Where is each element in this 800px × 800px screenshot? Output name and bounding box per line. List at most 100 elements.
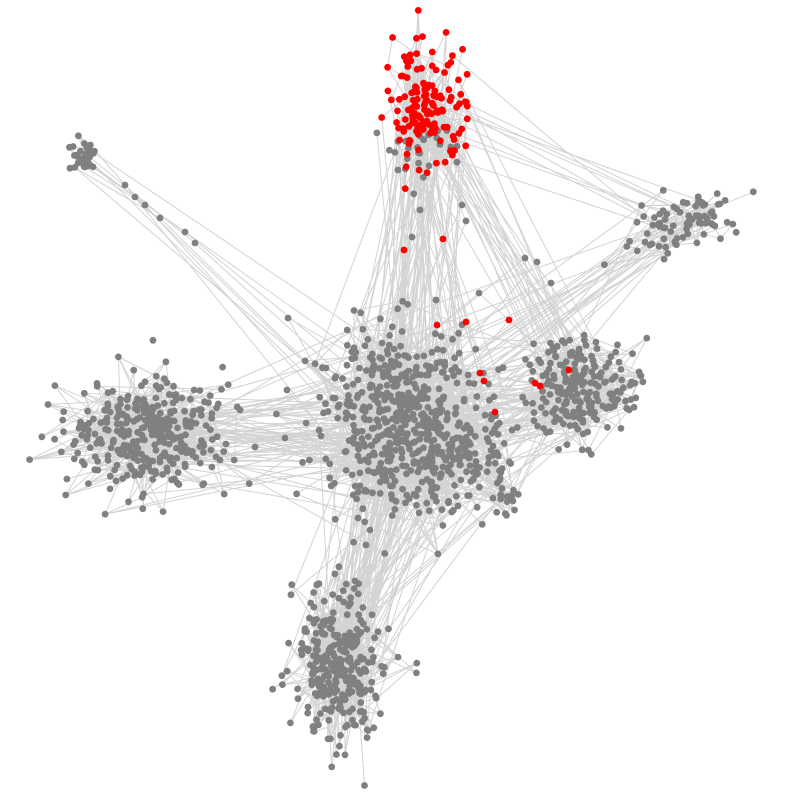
graph-edge bbox=[342, 388, 560, 695]
graph-node bbox=[343, 611, 351, 619]
graph-node bbox=[539, 387, 546, 395]
graph-node bbox=[639, 378, 647, 386]
highlighted-node bbox=[433, 159, 440, 167]
graph-node bbox=[454, 455, 462, 463]
graph-node bbox=[567, 352, 574, 359]
highlighted-node bbox=[400, 246, 408, 254]
graph-node bbox=[420, 352, 428, 360]
graph-node bbox=[594, 397, 602, 405]
graph-node bbox=[368, 611, 376, 619]
graph-node bbox=[361, 782, 368, 789]
graph-node bbox=[125, 498, 132, 506]
highlighted-node bbox=[413, 65, 421, 73]
graph-node bbox=[334, 403, 342, 411]
graph-node bbox=[160, 399, 168, 407]
graph-node bbox=[376, 490, 384, 497]
graph-node bbox=[314, 638, 322, 646]
graph-node bbox=[115, 353, 122, 361]
graph-edge bbox=[89, 156, 196, 244]
graph-node bbox=[422, 430, 430, 437]
graph-edge bbox=[315, 498, 502, 656]
highlighted-node bbox=[389, 34, 396, 41]
graph-node bbox=[302, 419, 310, 427]
graph-node bbox=[469, 475, 477, 483]
graph-edge bbox=[322, 264, 605, 369]
graph-node bbox=[561, 339, 568, 347]
highlighted-node bbox=[433, 107, 441, 115]
graph-node bbox=[615, 358, 623, 366]
graph-node bbox=[331, 570, 339, 578]
graph-node bbox=[368, 678, 376, 686]
graph-node bbox=[391, 149, 399, 156]
graph-node bbox=[420, 136, 427, 143]
graph-node bbox=[346, 629, 354, 637]
graph-node bbox=[394, 653, 402, 661]
graph-node bbox=[721, 197, 729, 204]
highlighted-node bbox=[423, 169, 431, 177]
highlighted-node bbox=[463, 70, 471, 78]
graph-node bbox=[713, 190, 721, 198]
highlighted-node bbox=[420, 101, 428, 109]
highlighted-node bbox=[396, 95, 403, 103]
graph-node bbox=[392, 446, 399, 454]
graph-node bbox=[382, 477, 390, 485]
graph-node bbox=[415, 509, 423, 517]
graph-node bbox=[359, 604, 367, 611]
graph-node bbox=[386, 146, 393, 154]
graph-node bbox=[466, 429, 474, 436]
graph-node bbox=[279, 681, 286, 688]
graph-node bbox=[136, 414, 144, 421]
graph-edge bbox=[460, 94, 585, 373]
graph-node bbox=[365, 433, 372, 440]
graph-node bbox=[630, 403, 638, 411]
highlighted-node bbox=[393, 119, 400, 126]
graph-node bbox=[394, 439, 402, 447]
graph-node bbox=[298, 640, 306, 647]
graph-node bbox=[407, 395, 414, 402]
graph-node bbox=[533, 258, 541, 266]
graph-node bbox=[104, 389, 112, 397]
graph-node bbox=[345, 687, 352, 695]
graph-node bbox=[334, 631, 342, 639]
graph-node bbox=[384, 428, 392, 436]
graph-node bbox=[501, 510, 509, 518]
highlighted-node bbox=[451, 147, 458, 154]
graph-node bbox=[509, 497, 517, 505]
graph-node bbox=[530, 340, 537, 348]
graph-node bbox=[285, 639, 292, 647]
graph-node bbox=[413, 669, 420, 677]
graph-node bbox=[405, 367, 413, 375]
graph-node bbox=[582, 364, 589, 372]
graph-node bbox=[660, 235, 668, 243]
graph-node bbox=[424, 385, 432, 393]
graph-node bbox=[693, 239, 701, 247]
graph-node bbox=[101, 406, 109, 414]
graph-node bbox=[530, 409, 538, 416]
graph-node bbox=[543, 380, 551, 388]
graph-node bbox=[568, 393, 576, 400]
graph-node bbox=[428, 478, 435, 486]
graph-node bbox=[322, 364, 330, 372]
graph-node bbox=[409, 373, 417, 381]
graph-node bbox=[458, 438, 466, 446]
graph-node bbox=[368, 367, 375, 375]
graph-node bbox=[306, 456, 313, 464]
highlighted-node bbox=[387, 96, 395, 104]
graph-edge bbox=[41, 395, 129, 438]
graph-node bbox=[304, 703, 312, 711]
graph-node bbox=[148, 410, 156, 418]
graph-node bbox=[602, 378, 609, 386]
graph-node bbox=[485, 454, 493, 461]
graph-node bbox=[245, 480, 253, 487]
graph-node bbox=[293, 490, 300, 498]
graph-node bbox=[587, 379, 595, 387]
highlighted-node bbox=[443, 123, 451, 131]
graph-node bbox=[383, 347, 391, 354]
graph-edge bbox=[402, 75, 409, 110]
graph-node bbox=[311, 360, 319, 368]
graph-node bbox=[400, 352, 408, 359]
graph-node bbox=[698, 220, 705, 227]
graph-node bbox=[433, 359, 441, 367]
graph-node bbox=[455, 329, 462, 337]
graph-node bbox=[172, 396, 180, 404]
